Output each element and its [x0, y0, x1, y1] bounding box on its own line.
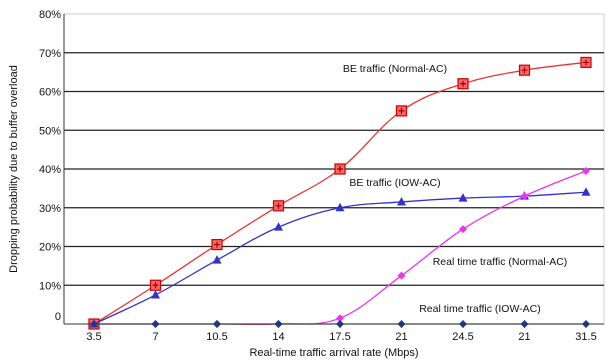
data-point [335, 202, 345, 212]
y-axis-ticks: 0 10% 20% 30% 40% 50% 60% 70% 80% [39, 9, 61, 323]
data-point [459, 225, 467, 234]
x-tick-label: 3.5 [86, 331, 101, 343]
series-label: BE traffic (IOW-AC) [349, 177, 440, 189]
data-point [582, 166, 590, 175]
y-tick-label: 40% [39, 164, 61, 176]
x-tick-label: 7 [152, 331, 158, 343]
x-tick-label: 10.5 [206, 331, 227, 343]
data-point [397, 196, 406, 206]
series-be-normal-ac [88, 56, 592, 330]
series-line [93, 191, 587, 325]
data-point-cross [152, 282, 159, 289]
data-point-cross [583, 59, 589, 66]
y-axis-title: Dropping probability due to buffer overl… [8, 65, 20, 273]
data-point [581, 187, 591, 196]
y-tick-label: 20% [39, 242, 61, 254]
data-point [336, 314, 344, 323]
data-point-cross [521, 67, 528, 74]
data-point [212, 255, 222, 264]
series-labels: BE traffic (Normal-AC) BE traffic (IOW-AC… [343, 63, 567, 315]
x-axis-title: Real-time traffic arrival rate (Mbps) [249, 347, 418, 359]
data-point [520, 192, 529, 201]
series-label: Real time traffic (IOW-AC) [419, 303, 541, 315]
y-tick-label: 10% [39, 280, 61, 292]
data-point-cross [337, 166, 343, 172]
y-tick-label: 0 [55, 311, 61, 323]
x-axis-ticks: 3.5 7 10.5 14 17.5 21 24.5 21 31.5 [86, 324, 597, 343]
data-point [458, 193, 468, 202]
data-point-cross [214, 241, 220, 248]
y-tick-label: 60% [39, 87, 61, 99]
y-tick-label: 80% [39, 9, 61, 21]
data-point-cross [275, 202, 282, 209]
series-label: BE traffic (Normal-AC) [343, 63, 447, 75]
x-tick-label: 21 [518, 331, 530, 343]
gridlines [64, 52, 604, 286]
data-point [397, 271, 406, 280]
data-point [151, 289, 160, 299]
y-tick-label: 30% [39, 203, 61, 215]
data-point [274, 222, 283, 231]
x-tick-label: 21 [395, 331, 407, 343]
data-point-cross [398, 107, 405, 114]
x-tick-label: 24.5 [452, 331, 473, 343]
y-tick-label: 70% [39, 48, 61, 60]
x-tick-label: 17.5 [329, 331, 350, 343]
x-tick-label: 14 [272, 331, 284, 343]
y-tick-label: 50% [39, 125, 61, 137]
x-tick-label: 31.5 [575, 331, 596, 343]
series-label: Real time traffic (Normal-AC) [433, 256, 568, 268]
series-group [88, 56, 592, 330]
data-point-cross [460, 80, 466, 87]
series-line [94, 170, 587, 326]
